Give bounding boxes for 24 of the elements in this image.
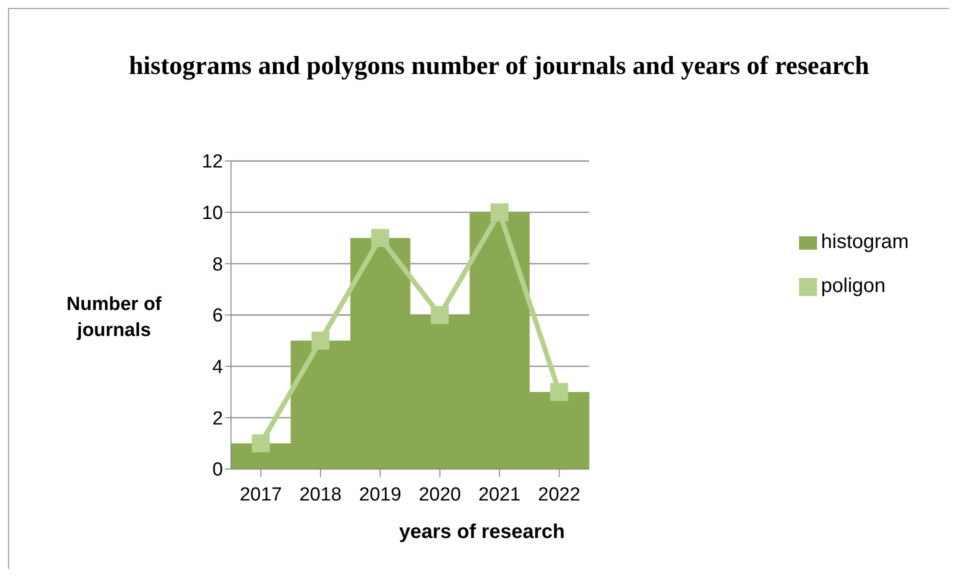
x-tick-label: 2019	[359, 484, 402, 506]
y-axis-title: Number of journals	[66, 293, 162, 343]
point	[252, 434, 270, 452]
x-tick-label: 2020	[418, 484, 461, 506]
y-tick-label: 4	[212, 357, 224, 378]
point	[312, 332, 330, 350]
x-tick-label: 2017	[240, 484, 282, 506]
legend-label: histogram	[821, 231, 909, 253]
point	[371, 229, 390, 247]
x-tick-label: 2021	[478, 484, 521, 506]
x-axis-title: years of research	[398, 521, 566, 544]
x-tick-label: 2018	[299, 484, 342, 506]
y-tick-label: 6	[212, 306, 223, 327]
y-tick-label: 2	[212, 408, 223, 430]
point	[550, 383, 568, 401]
y-tick-label: 12	[202, 152, 223, 173]
x-tick-label: 2022	[538, 484, 580, 506]
y-tick-label: 0	[212, 460, 223, 481]
point	[490, 203, 508, 222]
y-tick-label: 8	[212, 254, 223, 276]
legend-label: poligon	[821, 275, 886, 297]
chart-title: histograms and polygons number of journals and years of research	[128, 50, 870, 82]
point	[430, 306, 449, 324]
y-tick-label: 10	[202, 203, 223, 224]
